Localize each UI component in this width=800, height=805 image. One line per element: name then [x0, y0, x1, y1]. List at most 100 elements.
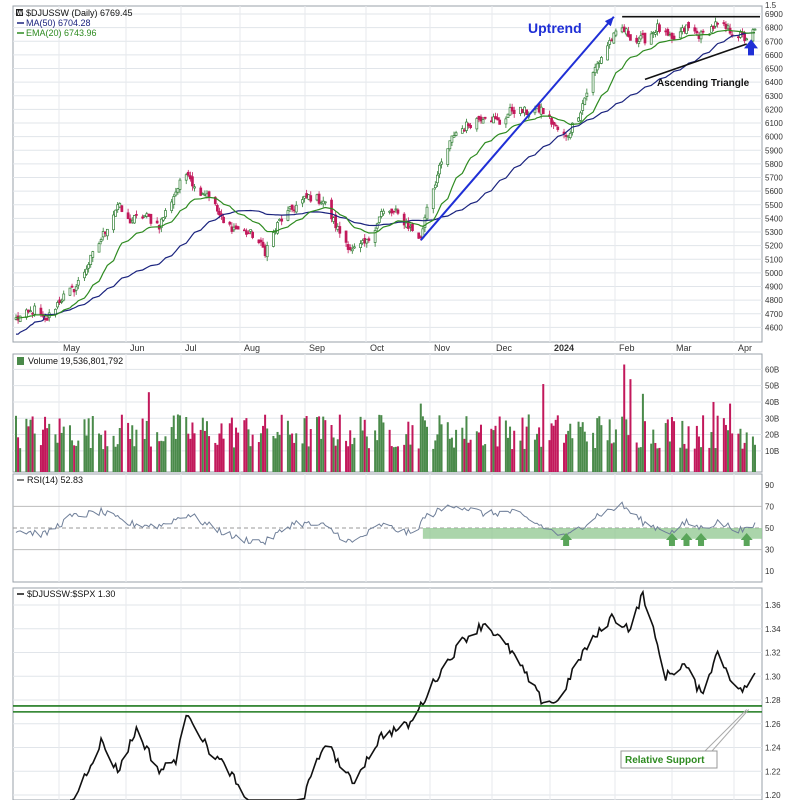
candle-body	[83, 271, 86, 279]
candle-body	[74, 286, 78, 291]
x-tick-label: Feb	[619, 343, 635, 353]
volume-bar	[685, 448, 688, 472]
volume-bar	[295, 433, 298, 472]
candle-body	[222, 216, 225, 224]
candle-body	[506, 113, 510, 118]
volume-bar	[336, 439, 339, 472]
volume-bar	[191, 422, 194, 472]
candle-body	[147, 213, 151, 217]
candle-body	[213, 196, 217, 205]
volume-bar	[199, 429, 202, 472]
candle-body	[446, 148, 450, 165]
volume-bar	[498, 416, 501, 472]
price-panel-frame	[12, 5, 763, 343]
volume-bar	[44, 416, 47, 472]
volume-bar	[641, 393, 644, 472]
candle-body	[189, 175, 192, 180]
candle-body	[159, 218, 163, 228]
candle-body	[714, 21, 717, 27]
volume-tick-label: 50B	[765, 382, 779, 391]
volume-bar	[83, 419, 86, 472]
volume-bar	[347, 446, 350, 472]
candle-body	[276, 222, 279, 234]
candle-body	[201, 193, 205, 195]
candle-body	[620, 27, 624, 33]
price-tick-label: 6700	[765, 37, 783, 46]
volume-bar	[62, 426, 65, 472]
volume-bar	[656, 448, 659, 472]
candle-body	[242, 229, 246, 232]
candle-body	[114, 209, 117, 217]
volume-bar	[85, 435, 88, 472]
x-tick-label: Sep	[309, 343, 325, 353]
volume-bar	[361, 430, 364, 472]
x-tick-label: Jul	[185, 343, 197, 353]
volume-bar	[170, 427, 173, 472]
candle-body	[43, 318, 47, 320]
volume-bar	[712, 401, 715, 472]
candle-body	[272, 232, 275, 247]
volume-bar	[637, 447, 640, 472]
volume-bar	[463, 438, 466, 472]
volume-bar	[411, 425, 414, 472]
volume-bar	[446, 422, 449, 472]
volume-bar	[664, 423, 667, 472]
volume-bar	[436, 434, 439, 472]
candle-body	[257, 239, 261, 244]
candle-body	[712, 25, 715, 29]
volume-bar	[496, 446, 499, 472]
volume-legend-swatch	[17, 357, 24, 365]
candle-body	[606, 45, 609, 61]
candle-body	[105, 228, 109, 237]
ema20-line	[15, 29, 756, 319]
volume-bar	[710, 432, 713, 472]
candlesticks	[14, 17, 757, 324]
volume-bar	[293, 442, 296, 472]
volume-bar	[621, 416, 624, 472]
candle-body	[164, 210, 167, 218]
legend-ma50: MA(50) 6704.28	[26, 18, 91, 28]
candle-body	[637, 41, 641, 44]
volume-bar	[625, 419, 628, 472]
volume-bar	[158, 441, 161, 472]
volume-bar	[654, 442, 657, 472]
volume-bar	[278, 434, 281, 472]
candle-body	[76, 280, 80, 286]
volume-bar	[264, 414, 267, 472]
volume-bar	[280, 414, 283, 472]
volume-bar	[320, 438, 323, 472]
relative-support-pointer	[704, 709, 748, 752]
candle-body	[450, 135, 454, 143]
candle-body	[498, 119, 502, 125]
candle-body	[641, 33, 645, 36]
volume-bar	[627, 435, 630, 472]
candle-body	[353, 246, 356, 249]
volume-bar	[301, 443, 304, 472]
candle-body	[649, 33, 653, 45]
volume-bar	[58, 418, 61, 472]
volume-bar	[513, 430, 516, 472]
volume-bar	[222, 438, 225, 472]
volume-bar	[73, 445, 76, 472]
candle-body	[305, 193, 308, 198]
candle-body	[552, 121, 555, 125]
volume-bar	[394, 446, 397, 472]
volume-bar	[127, 422, 130, 472]
volume-bar	[39, 445, 42, 472]
candle-body	[402, 213, 406, 226]
volume-bar	[303, 418, 306, 472]
rsi-bull-zone	[422, 528, 762, 539]
volume-bar	[89, 448, 92, 472]
candle-body	[512, 109, 516, 114]
candle-body	[336, 226, 340, 230]
candle-body	[431, 188, 435, 210]
volume-bar	[511, 449, 514, 472]
candle-body	[678, 31, 682, 39]
candle-body	[162, 217, 165, 221]
candle-body	[490, 120, 493, 123]
volume-tick-label: 60B	[765, 365, 779, 374]
volume-bar	[635, 442, 638, 472]
candle-body	[465, 121, 468, 131]
volume-bar	[542, 384, 545, 472]
